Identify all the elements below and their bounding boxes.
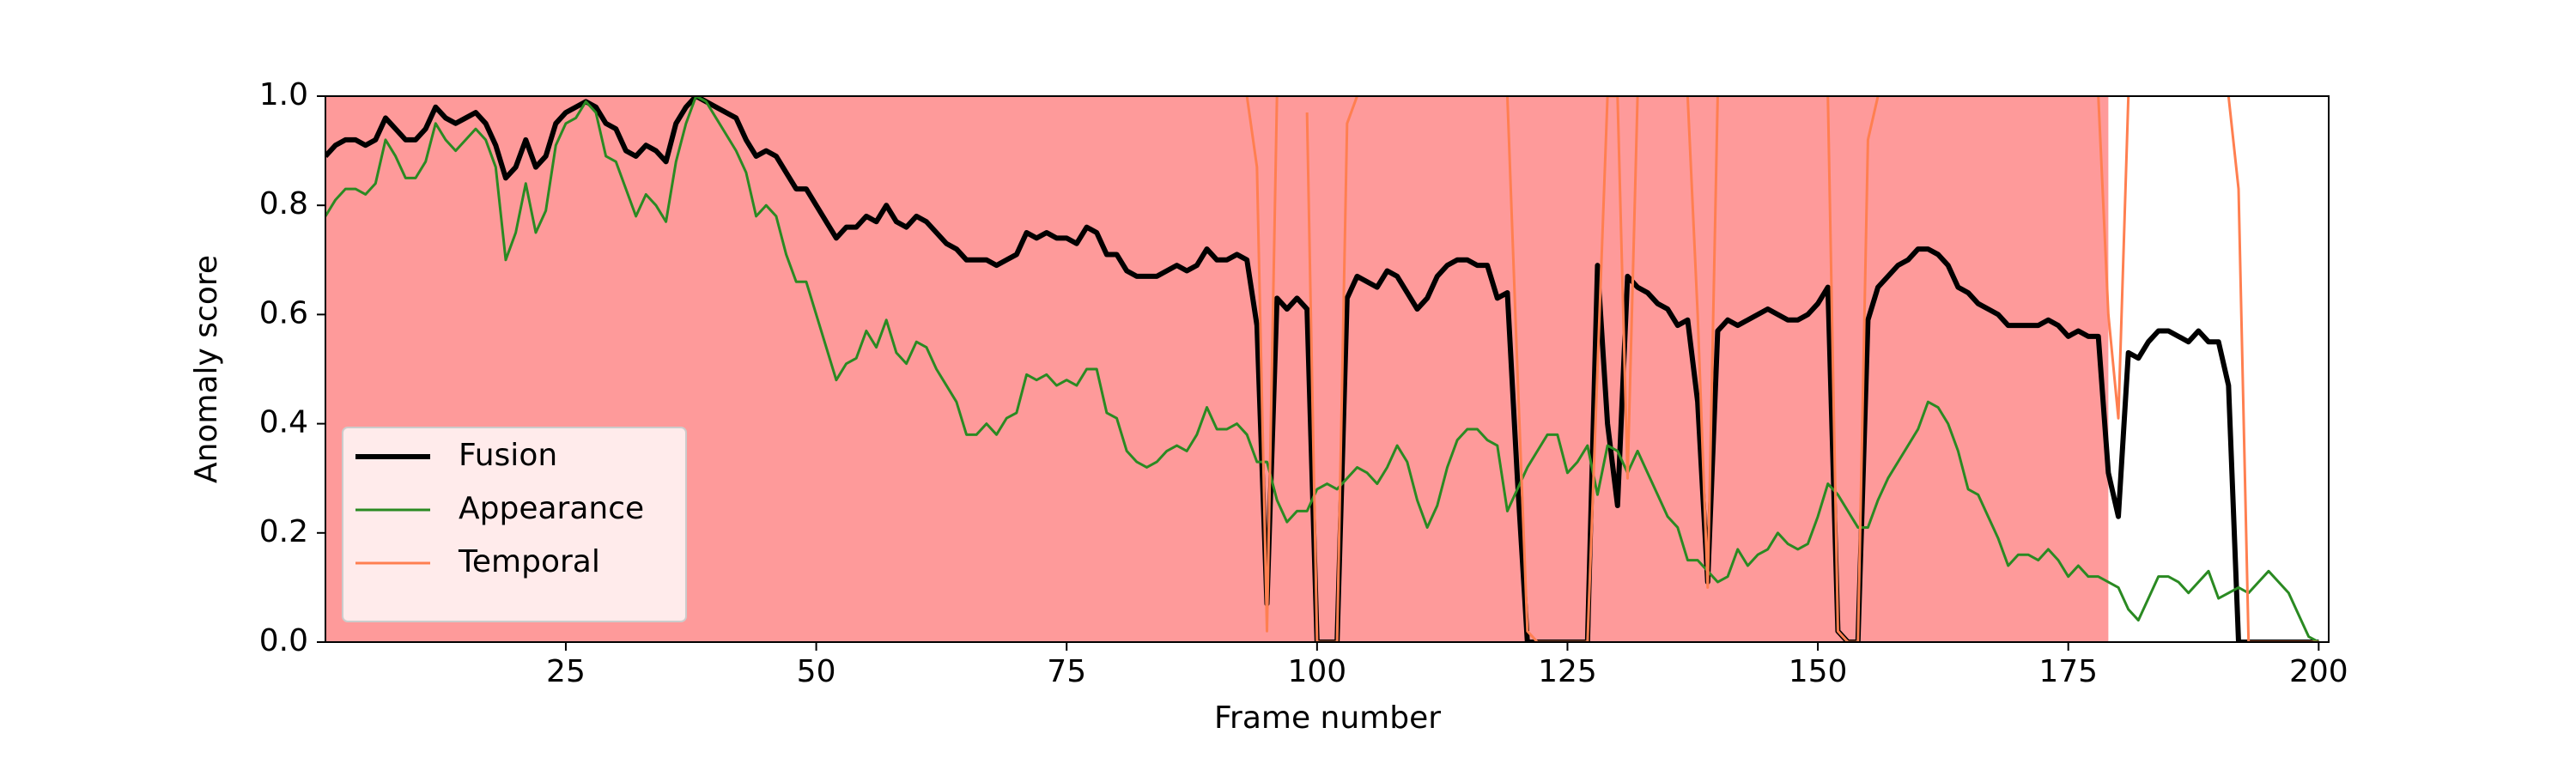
y-tick-label: 0.2 bbox=[259, 514, 308, 549]
y-axis-label: Anomaly score bbox=[189, 255, 224, 483]
x-tick-label: 75 bbox=[1047, 654, 1086, 689]
legend: Fusion Appearance Temporal bbox=[342, 427, 687, 622]
series-line bbox=[325, 96, 2320, 642]
x-tick-label: 200 bbox=[2289, 654, 2348, 689]
x-tick-label: 175 bbox=[2038, 654, 2098, 689]
y-tick-label: 0.6 bbox=[259, 295, 308, 330]
y-tick-label: 0.8 bbox=[259, 186, 308, 221]
series-line bbox=[1245, 96, 2319, 642]
x-axis-label: Frame number bbox=[1214, 700, 1441, 736]
legend-box bbox=[342, 427, 687, 622]
line-layer bbox=[325, 96, 2320, 642]
series-line bbox=[325, 96, 2319, 642]
legend-label: Appearance bbox=[459, 491, 644, 526]
x-tick-label: 150 bbox=[1789, 654, 1848, 689]
y-tick-label: 0.0 bbox=[259, 623, 308, 658]
legend-label: Fusion bbox=[459, 438, 557, 473]
x-tick-label: 25 bbox=[546, 654, 586, 689]
x-tick-label: 125 bbox=[1538, 654, 1597, 689]
x-tick-label: 50 bbox=[797, 654, 836, 689]
y-tick-label: 1.0 bbox=[259, 77, 308, 112]
plot-frame bbox=[325, 95, 2330, 643]
legend-label: Temporal bbox=[458, 544, 600, 579]
axis-layer: 25 50 75 100 125 150 175 200 0.0 0.2 0.4 0.6 0.8 1.0 bbox=[259, 77, 2348, 689]
y-tick-label: 0.4 bbox=[259, 405, 308, 440]
x-tick-label: 100 bbox=[1287, 654, 1346, 689]
